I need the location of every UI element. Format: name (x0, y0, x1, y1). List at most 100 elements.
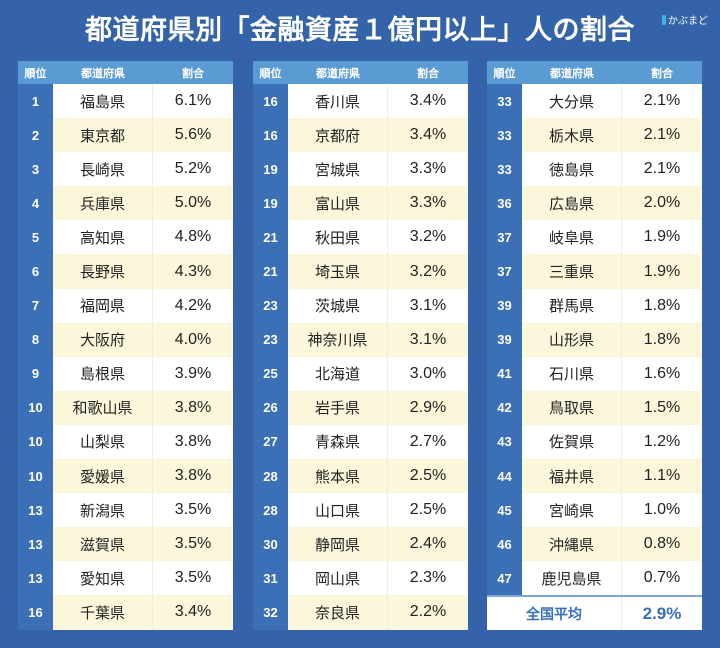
prefecture-cell: 山梨県 (53, 424, 153, 460)
brand-logo: かぶまど (662, 12, 708, 27)
rank-cell: 4 (18, 186, 53, 221)
prefecture-cell: 青森県 (288, 424, 388, 460)
table-row: 41 石川県 1.6% (487, 356, 702, 391)
ratio-cell: 5.2% (153, 152, 233, 187)
prefecture-cell: 沖縄県 (522, 527, 622, 562)
rank-cell: 25 (253, 356, 288, 391)
ratio-cell: 3.1% (388, 322, 468, 357)
average-value: 2.9% (642, 603, 682, 623)
ratio-cell: 3.3% (388, 152, 468, 187)
rank-cell: 10 (18, 459, 53, 494)
table-header: 順位 都道府県 割合 (18, 61, 233, 84)
header-rank: 順位 (493, 66, 516, 80)
ratio-cell: 0.7% (622, 561, 702, 596)
table-row: 10 和歌山県 3.8% (18, 390, 233, 425)
header-rank: 順位 (24, 66, 47, 80)
ratio-cell: 5.6% (153, 118, 233, 153)
table-row: 46 沖縄県 0.8% (487, 527, 702, 562)
ratio-cell: 3.8% (153, 390, 233, 425)
rank-cell: 1 (18, 84, 53, 119)
prefecture-cell: 東京都 (53, 118, 153, 153)
ratio-cell: 3.0% (388, 356, 468, 391)
table-row: 33 徳島県 2.1% (487, 152, 702, 187)
ratio-cell: 3.1% (388, 288, 468, 323)
ratio-cell: 2.1% (622, 118, 702, 153)
prefecture-cell: 高知県 (53, 220, 153, 255)
table-row: 28 熊本県 2.5% (253, 459, 468, 494)
table-row: 10 山梨県 3.8% (18, 424, 233, 460)
table-row: 5 高知県 4.8% (18, 220, 233, 255)
table-header: 順位 都道府県 割合 (253, 61, 468, 84)
ratio-cell: 2.9% (388, 390, 468, 425)
prefecture-cell: 兵庫県 (53, 186, 153, 221)
rank-cell: 2 (18, 118, 53, 153)
rank-cell: 19 (253, 186, 288, 221)
ratio-cell: 1.2% (622, 424, 702, 460)
rank-cell: 16 (253, 118, 288, 153)
ratio-cell: 2.2% (388, 595, 468, 630)
prefecture-cell: 佐賀県 (522, 424, 622, 460)
ratio-cell: 3.5% (153, 527, 233, 562)
prefecture-cell: 鳥取県 (522, 390, 622, 425)
table-header: 順位 都道府県 割合 (487, 61, 702, 84)
rank-cell: 33 (487, 118, 522, 153)
ratio-cell: 0.8% (622, 527, 702, 562)
rank-cell: 26 (253, 390, 288, 425)
rank-cell: 13 (18, 527, 53, 562)
brand-mark-icon (662, 14, 666, 25)
rank-cell: 30 (253, 527, 288, 562)
prefecture-cell: 福井県 (522, 459, 622, 494)
table-row: 47 鹿児島県 0.7% (487, 561, 702, 596)
prefecture-cell: 山形県 (522, 322, 622, 357)
rank-cell: 21 (253, 220, 288, 255)
prefecture-cell: 広島県 (522, 186, 622, 221)
table-row: 33 栃木県 2.1% (487, 118, 702, 153)
table-row: 13 滋賀県 3.5% (18, 527, 233, 562)
rank-cell: 33 (487, 84, 522, 119)
prefecture-cell: 福島県 (53, 84, 153, 119)
table-row: 1 福島県 6.1% (18, 84, 233, 119)
table-row: 45 宮崎県 1.0% (487, 493, 702, 528)
table-row: 21 秋田県 3.2% (253, 220, 468, 255)
ratio-cell: 4.0% (153, 322, 233, 357)
ratio-cell: 1.6% (622, 356, 702, 391)
table-row: 31 岡山県 2.3% (253, 561, 468, 596)
rank-cell: 28 (253, 459, 288, 494)
ratio-cell: 1.9% (622, 220, 702, 255)
table-row: 33 大分県 2.1% (487, 84, 702, 119)
ratio-cell: 3.4% (153, 595, 233, 630)
ratio-cell: 4.8% (153, 220, 233, 255)
page-title: 都道府県別「金融資産１億円以上」人の割合 (85, 15, 635, 46)
ratio-cell: 1.9% (622, 254, 702, 289)
ratio-cell: 2.7% (388, 424, 468, 460)
rank-cell: 27 (253, 424, 288, 460)
ratio-cell: 3.9% (153, 356, 233, 391)
table-row: 37 三重県 1.9% (487, 254, 702, 289)
prefecture-cell: 島根県 (53, 356, 153, 391)
header-prefecture: 都道府県 (81, 66, 125, 80)
table-row: 8 大阪府 4.0% (18, 322, 233, 357)
ranking-table-3: 順位 都道府県 割合 33 大分県 2.1% 33 栃木県 2.1% 33 徳島県 2.1% 36 広島県… (487, 61, 702, 631)
rank-cell: 42 (487, 390, 522, 425)
rank-cell: 47 (487, 561, 522, 596)
ratio-cell: 3.2% (388, 220, 468, 255)
ratio-cell: 3.3% (388, 186, 468, 221)
ratio-cell: 2.5% (388, 459, 468, 494)
prefecture-cell: 大阪府 (53, 322, 153, 357)
ratio-cell: 1.8% (622, 288, 702, 323)
prefecture-cell: 秋田県 (288, 220, 388, 255)
rank-cell: 41 (487, 356, 522, 391)
table-row: 32 奈良県 2.2% (253, 595, 468, 630)
rank-cell: 44 (487, 459, 522, 494)
table-row: 43 佐賀県 1.2% (487, 424, 702, 460)
rank-cell: 3 (18, 152, 53, 187)
prefecture-cell: 神奈川県 (288, 322, 388, 357)
prefecture-cell: 和歌山県 (53, 390, 153, 425)
ranking-table-1: 順位 都道府県 割合 1 福島県 6.1% 2 東京都 5.6% 3 長崎県 5.2% 4 兵庫県 5.0%… (18, 61, 233, 630)
table-row: 6 長野県 4.3% (18, 254, 233, 289)
table-row: 3 長崎県 5.2% (18, 152, 233, 187)
prefecture-cell: 愛媛県 (53, 459, 153, 494)
table-row: 39 山形県 1.8% (487, 322, 702, 357)
ratio-cell: 3.8% (153, 424, 233, 460)
table-row: 16 香川県 3.4% (253, 84, 468, 119)
